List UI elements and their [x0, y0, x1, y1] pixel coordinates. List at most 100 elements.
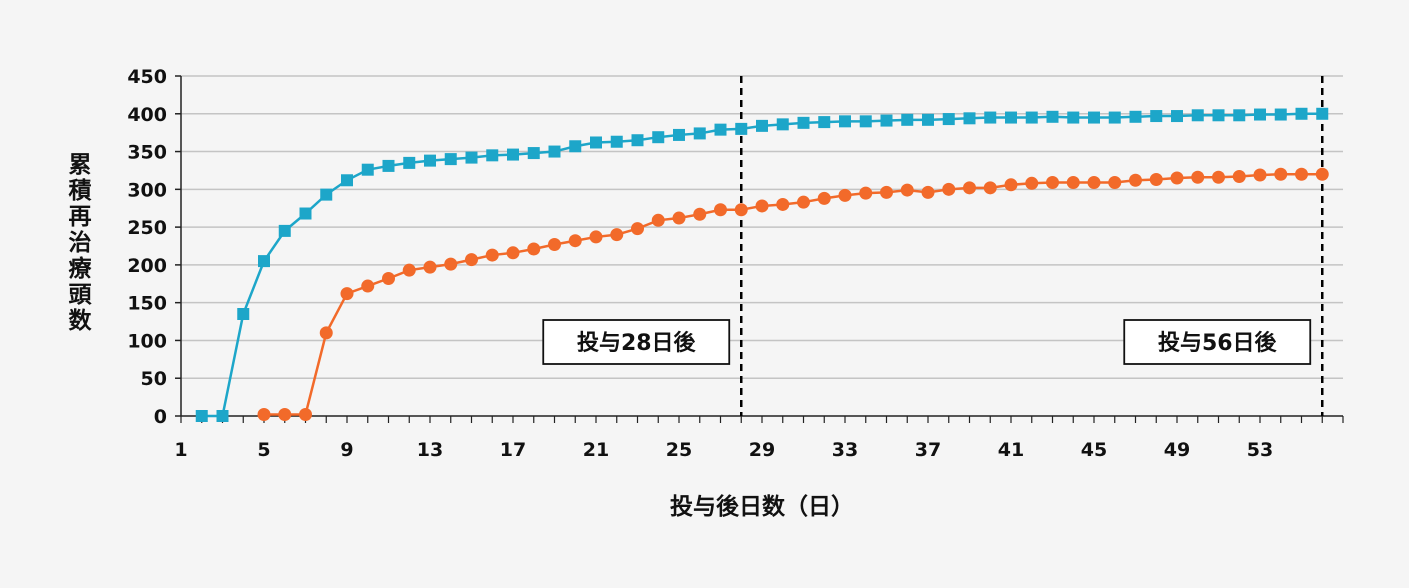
data-point [278, 407, 292, 421]
data-point [797, 195, 810, 209]
data-point [590, 136, 602, 149]
data-point [756, 119, 768, 132]
data-point [341, 174, 353, 187]
data-point [1274, 108, 1287, 121]
data-point [983, 181, 997, 195]
data-point [1087, 176, 1101, 190]
data-point [278, 224, 291, 237]
reference-label: 投与56日後 [1158, 330, 1278, 356]
data-point [838, 188, 852, 202]
reference-lines: 投与28日後 投与56日後 [542, 76, 1324, 416]
data-point [735, 122, 748, 135]
data-point [424, 154, 436, 167]
data-point [423, 260, 437, 274]
y-tick-label: 0 [154, 406, 167, 428]
data-point [1046, 176, 1059, 190]
data-point [631, 222, 644, 236]
data-point [216, 410, 229, 422]
data-point [652, 131, 665, 144]
x-tick-label: 17 [500, 439, 526, 461]
data-point [1316, 107, 1329, 120]
x-tick-label: 1 [174, 439, 187, 461]
data-point [776, 197, 790, 211]
data-point [610, 135, 623, 148]
data-point [1233, 109, 1246, 122]
data-point [485, 248, 499, 262]
data-point [672, 211, 686, 225]
data-point [880, 114, 893, 127]
data-point [1046, 110, 1059, 123]
x-tick-label: 49 [1164, 439, 1190, 461]
data-point [1171, 110, 1183, 123]
data-point [1295, 167, 1308, 181]
data-point [734, 203, 748, 217]
reference-label: 投与28日後 [577, 330, 697, 356]
data-point [859, 115, 872, 128]
data-point [1274, 167, 1288, 181]
x-tick-label: 29 [749, 439, 775, 461]
data-point [776, 118, 789, 131]
data-point [714, 123, 727, 136]
data-point [465, 253, 478, 267]
data-point [859, 186, 873, 200]
series-layer [195, 107, 1329, 422]
data-point [568, 234, 582, 248]
data-point [1191, 170, 1205, 184]
data-point [548, 145, 561, 158]
data-point [839, 115, 851, 128]
data-point [1025, 111, 1038, 124]
x-tick-label: 45 [1081, 439, 1107, 461]
data-point [1254, 108, 1266, 121]
data-point [1232, 169, 1246, 183]
data-point [1004, 178, 1018, 192]
data-point [402, 263, 416, 277]
data-point [1253, 168, 1267, 182]
data-point [1170, 171, 1184, 185]
data-point [320, 188, 333, 201]
x-tick-label: 21 [583, 439, 609, 461]
data-point [610, 228, 624, 242]
data-point [258, 255, 270, 268]
data-point [361, 279, 375, 293]
data-point [237, 308, 250, 320]
y-tick-label: 300 [127, 179, 167, 201]
y-tick-label: 100 [127, 330, 167, 352]
data-point [1129, 110, 1142, 123]
data-point [382, 271, 395, 285]
y-tick-label: 400 [127, 104, 167, 126]
data-point [1088, 111, 1100, 124]
data-point [465, 151, 478, 164]
data-point [257, 407, 271, 421]
data-point [486, 149, 499, 162]
reference-label-box [1123, 319, 1312, 365]
y-tick-label: 450 [127, 66, 167, 88]
y-axis-label-char: 積 [69, 178, 93, 204]
y-tick-label: 150 [127, 293, 167, 315]
data-point [651, 213, 665, 227]
y-tick-label: 200 [127, 255, 167, 277]
data-point [299, 207, 312, 220]
data-point [1108, 176, 1122, 190]
data-point [984, 111, 997, 124]
y-axis-label-char: 頭 [69, 282, 93, 308]
x-tick-label: 5 [257, 439, 270, 461]
x-tick-label: 33 [832, 439, 858, 461]
y-tick-label: 250 [127, 217, 167, 239]
data-point [1129, 173, 1142, 187]
data-point [1212, 170, 1225, 184]
data-point [818, 116, 831, 129]
data-point [299, 407, 312, 421]
data-point [527, 242, 541, 256]
data-point [693, 127, 706, 140]
data-point [942, 113, 955, 126]
data-point [361, 163, 374, 176]
y-axis-label-char: 療 [69, 255, 93, 282]
data-point [1295, 107, 1308, 120]
x-tick-label: 25 [666, 439, 692, 461]
y-axis-label-char: 数 [69, 308, 93, 334]
x-tick-label: 13 [417, 439, 443, 461]
data-point [693, 207, 707, 221]
data-point [631, 134, 644, 147]
data-point [340, 287, 354, 301]
